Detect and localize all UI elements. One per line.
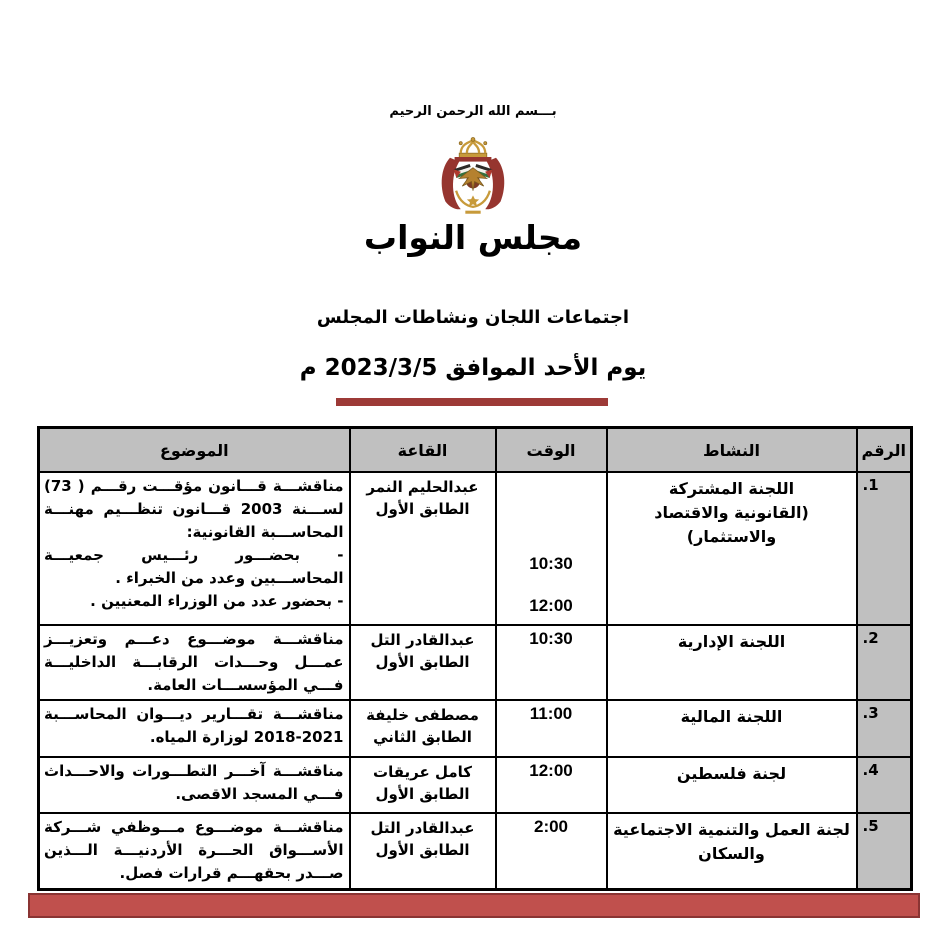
- row-2-number: 2.: [855, 624, 913, 701]
- row-3-subject: مناقشـــة تقـــارير ديـــوان المحاســـبة…: [37, 699, 351, 758]
- row-2-subject: مناقشـــة موضـــوع دعـــم وتعزيـــز عمــ…: [37, 624, 351, 701]
- row-4-subject: مناقشـــة آخـــر التطـــورات والاحـــداث…: [37, 756, 351, 814]
- row-5-activity: لجنة العمل والتنمية الاجتماعية والسكان: [605, 812, 858, 890]
- row-1-time-1: 10:30: [529, 554, 573, 573]
- row-5-number: 5.: [855, 812, 913, 890]
- column-header-number: الرقم: [855, 426, 913, 473]
- row-4-number: 4.: [855, 756, 913, 814]
- column-header-hall: القاعة: [348, 426, 497, 473]
- meetings-schedule-table: الرقم النشاط الوقت القاعة الموضوع 1. الل…: [37, 426, 913, 891]
- row-3-number: 3.: [855, 699, 913, 758]
- column-header-activity: النشاط: [605, 426, 858, 473]
- row-3-activity: اللجنة المالية: [605, 699, 858, 758]
- assembly-name-calligraphy: مجلس النواب: [363, 218, 583, 257]
- row-5-hall: عبدالقادر التل الطابق الأول: [348, 812, 497, 890]
- row-1-time-2: 12:00: [529, 596, 573, 615]
- table-row: 1. اللجنة المشتركة (القانونية والاقتصاد …: [37, 471, 913, 626]
- row-4-hall: كامل عريقات الطابق الأول: [348, 756, 497, 814]
- table-row: 4. لجنة فلسطين 12:00 كامل عريقات الطابق …: [37, 756, 913, 814]
- table-row: 3. اللجنة المالية 11:00 مصطفى خليفة الطا…: [37, 699, 913, 758]
- row-2-time: 10:30: [494, 624, 608, 701]
- row-3-hall: مصطفى خليفة الطابق الثاني: [348, 699, 497, 758]
- row-2-hall: عبدالقادر التل الطابق الأول: [348, 624, 497, 701]
- row-5-time: 2:00: [494, 812, 608, 890]
- jordan-coat-of-arms-icon: [0, 134, 946, 230]
- table-header-row: الرقم النشاط الوقت القاعة الموضوع: [37, 426, 913, 473]
- bismillah-text: بـــسم الله الرحمن الرحيم: [389, 104, 557, 119]
- date-underline-decoration: [336, 398, 608, 406]
- row-1-number: 1.: [855, 471, 913, 626]
- date-title: يوم الأحد الموافق 2023/3/5 م: [299, 355, 647, 381]
- row-1-subject: مناقشـــة قـــانون مؤقـــت رقـــم ( 73) …: [37, 471, 351, 626]
- row-2-activity: اللجنة الإدارية: [605, 624, 858, 701]
- row-5-subject: مناقشـــة موضـــوع مـــوظفي شـــركة الأس…: [37, 812, 351, 890]
- row-1-activity: اللجنة المشتركة (القانونية والاقتصاد وال…: [605, 471, 858, 626]
- page-title: اجتماعات اللجان ونشاطات المجلس: [316, 307, 630, 328]
- bottom-bar-decoration: [28, 893, 920, 918]
- row-1-times: 10:30 12:00: [494, 471, 608, 626]
- table-row: 5. لجنة العمل والتنمية الاجتماعية والسكا…: [37, 812, 913, 890]
- row-4-activity: لجنة فلسطين: [605, 756, 858, 814]
- row-1-hall: عبدالحليم النمر الطابق الأول: [348, 471, 497, 626]
- row-4-time: 12:00: [494, 756, 608, 814]
- row-3-time: 11:00: [494, 699, 608, 758]
- column-header-subject: الموضوع: [37, 426, 351, 473]
- table-row: 2. اللجنة الإدارية 10:30 عبدالقادر التل …: [37, 624, 913, 701]
- column-header-time: الوقت: [494, 426, 608, 473]
